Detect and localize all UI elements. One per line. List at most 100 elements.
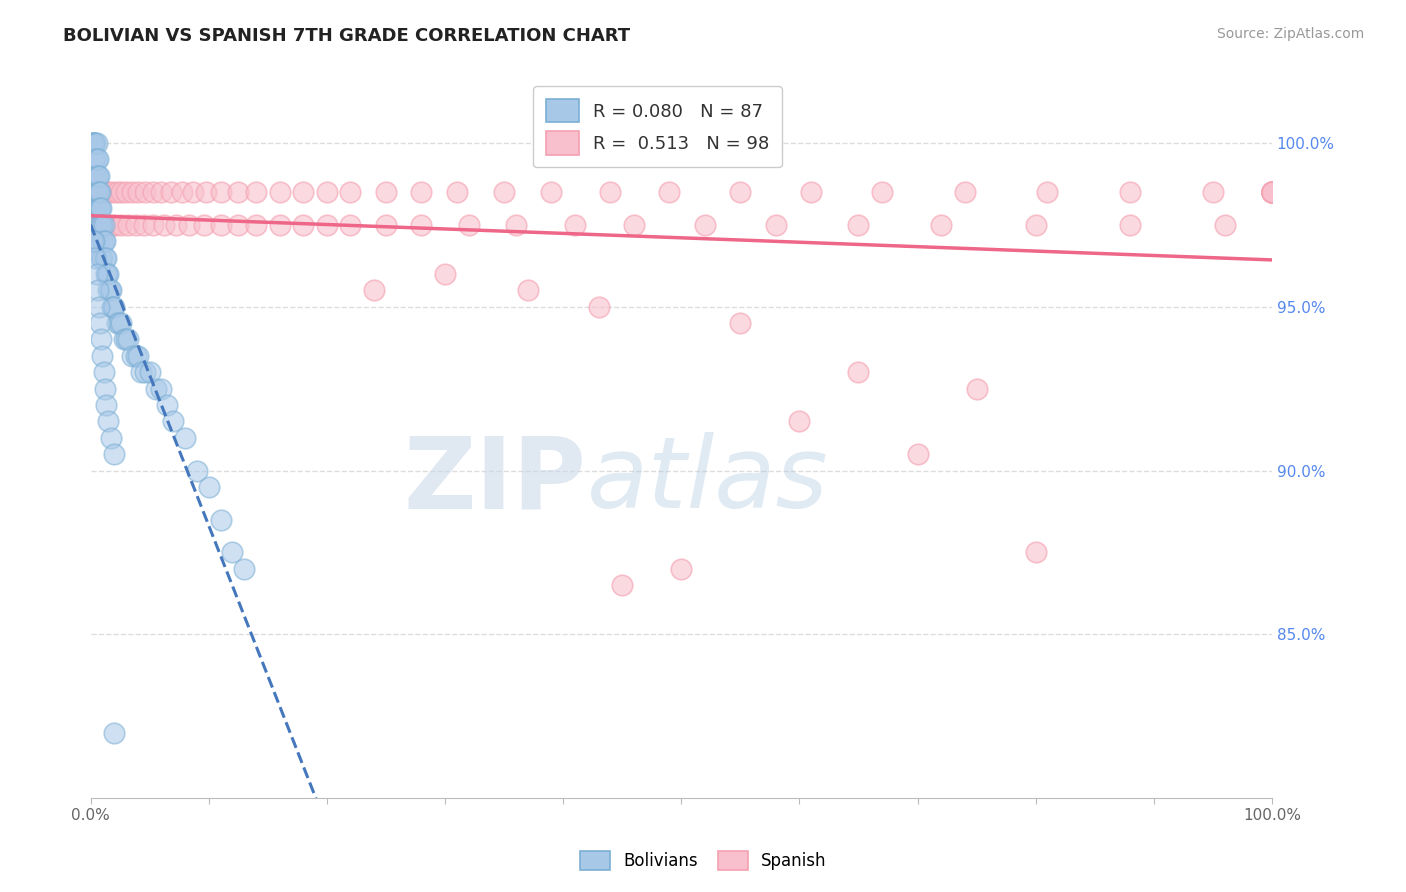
- Point: [87, 218, 110, 232]
- Point: [1025, 545, 1047, 559]
- Point: [186, 463, 208, 477]
- Point: [115, 185, 138, 199]
- Point: [100, 431, 122, 445]
- Point: [84, 251, 107, 265]
- Point: [339, 185, 361, 199]
- Point: [86, 185, 108, 199]
- Point: [86, 136, 108, 150]
- Point: [142, 185, 165, 199]
- Point: [103, 300, 125, 314]
- Point: [929, 218, 952, 232]
- Point: [693, 218, 716, 232]
- Point: [765, 218, 787, 232]
- Point: [101, 300, 124, 314]
- Point: [83, 234, 105, 248]
- Point: [1261, 185, 1284, 199]
- Point: [91, 218, 114, 232]
- Point: [800, 185, 823, 199]
- Point: [671, 562, 693, 576]
- Point: [966, 382, 988, 396]
- Point: [174, 431, 197, 445]
- Point: [1261, 185, 1284, 199]
- Point: [193, 218, 215, 232]
- Point: [434, 267, 457, 281]
- Point: [86, 267, 108, 281]
- Point: [134, 185, 156, 199]
- Point: [245, 218, 267, 232]
- Point: [115, 333, 138, 347]
- Point: [848, 218, 870, 232]
- Text: Source: ZipAtlas.com: Source: ZipAtlas.com: [1216, 27, 1364, 41]
- Point: [80, 136, 103, 150]
- Point: [80, 234, 103, 248]
- Point: [374, 218, 396, 232]
- Point: [789, 414, 811, 428]
- Point: [103, 447, 125, 461]
- Point: [112, 333, 135, 347]
- Point: [97, 284, 120, 298]
- Point: [86, 218, 108, 232]
- Point: [97, 267, 120, 281]
- Point: [84, 169, 107, 183]
- Point: [98, 284, 121, 298]
- Point: [93, 234, 115, 248]
- Point: [127, 185, 149, 199]
- Point: [100, 218, 122, 232]
- Point: [86, 218, 108, 232]
- Point: [446, 185, 468, 199]
- Point: [87, 185, 110, 199]
- Point: [907, 447, 929, 461]
- Point: [221, 545, 243, 559]
- Point: [150, 185, 173, 199]
- Point: [86, 185, 108, 199]
- Point: [1261, 185, 1284, 199]
- Point: [91, 234, 114, 248]
- Point: [457, 218, 479, 232]
- Point: [90, 333, 112, 347]
- Point: [90, 218, 112, 232]
- Point: [1261, 185, 1284, 199]
- Point: [86, 153, 108, 167]
- Point: [93, 365, 115, 379]
- Point: [160, 185, 183, 199]
- Point: [108, 316, 131, 330]
- Point: [233, 562, 256, 576]
- Point: [505, 218, 527, 232]
- Point: [183, 185, 205, 199]
- Point: [292, 218, 315, 232]
- Point: [86, 185, 108, 199]
- Point: [142, 218, 165, 232]
- Point: [564, 218, 586, 232]
- Point: [84, 153, 107, 167]
- Point: [848, 365, 870, 379]
- Point: [292, 185, 315, 199]
- Point: [226, 185, 249, 199]
- Point: [83, 136, 105, 150]
- Point: [339, 218, 361, 232]
- Point: [121, 185, 143, 199]
- Point: [209, 513, 232, 527]
- Point: [117, 218, 139, 232]
- Point: [363, 284, 385, 298]
- Point: [87, 185, 110, 199]
- Point: [101, 185, 124, 199]
- Point: [953, 185, 976, 199]
- Point: [730, 185, 752, 199]
- Point: [1261, 185, 1284, 199]
- Point: [83, 185, 105, 199]
- Point: [138, 365, 160, 379]
- Point: [127, 349, 149, 363]
- Point: [1213, 218, 1236, 232]
- Point: [1119, 218, 1142, 232]
- Point: [121, 349, 143, 363]
- Point: [269, 218, 291, 232]
- Point: [100, 284, 122, 298]
- Point: [94, 382, 117, 396]
- Point: [93, 218, 115, 232]
- Point: [97, 185, 120, 199]
- Point: [90, 202, 112, 216]
- Point: [94, 218, 117, 232]
- Point: [197, 480, 219, 494]
- Point: [96, 267, 118, 281]
- Point: [103, 725, 125, 739]
